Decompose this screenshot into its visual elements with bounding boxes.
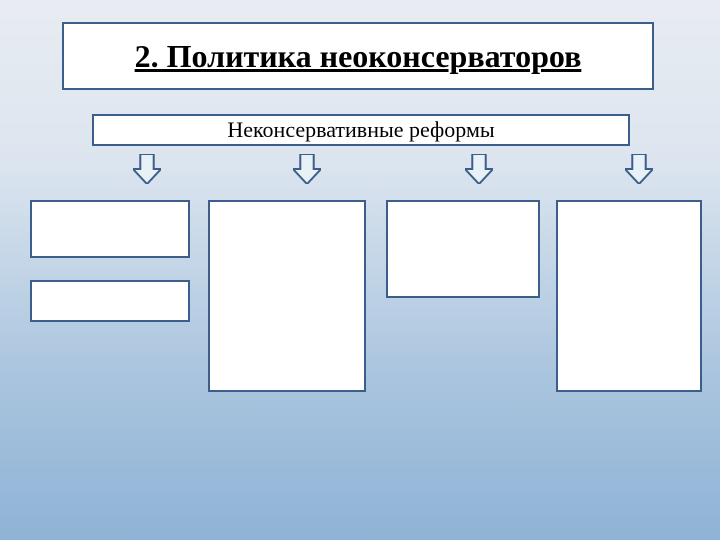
title-text: 2. Политика неоконсерваторов bbox=[135, 38, 582, 75]
title-box: 2. Политика неоконсерваторов bbox=[62, 22, 654, 90]
slide-content: 2. Политика неоконсерваторов Неконсерват… bbox=[0, 0, 720, 540]
subtitle-text: Неконсервативные реформы bbox=[227, 117, 494, 143]
arrow-down-icon bbox=[293, 154, 321, 184]
content-box bbox=[30, 200, 190, 258]
content-box bbox=[556, 200, 702, 392]
arrow-down-icon bbox=[133, 154, 161, 184]
content-box bbox=[30, 280, 190, 322]
content-box bbox=[208, 200, 366, 392]
subtitle-box: Неконсервативные реформы bbox=[92, 114, 630, 146]
arrow-down-icon bbox=[625, 154, 653, 184]
arrow-down-icon bbox=[465, 154, 493, 184]
content-box bbox=[386, 200, 540, 298]
